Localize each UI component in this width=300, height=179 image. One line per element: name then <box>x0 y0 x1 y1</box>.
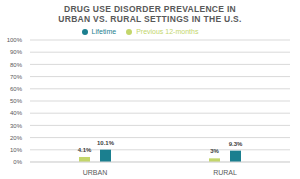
svg-text:RURAL: RURAL <box>213 169 237 176</box>
svg-text:30%: 30% <box>10 123 23 129</box>
svg-text:20%: 20% <box>10 135 23 141</box>
svg-text:50%: 50% <box>10 98 23 104</box>
svg-text:70%: 70% <box>10 74 23 80</box>
svg-text:90%: 90% <box>10 49 23 55</box>
svg-text:URBAN: URBAN <box>83 169 108 176</box>
svg-text:9.3%: 9.3% <box>229 141 243 147</box>
html-text:Lifetime: Lifetime <box>91 28 117 35</box>
svg-text:4.1%: 4.1% <box>78 147 92 153</box>
html-text:Previous 12-months: Previous 12-months <box>136 28 199 35</box>
svg-text:80%: 80% <box>10 62 23 68</box>
svg-text:40%: 40% <box>10 110 23 116</box>
svg-text:60%: 60% <box>10 86 23 92</box>
svg-text:0%: 0% <box>13 159 22 165</box>
html-text:DRUG USE DISORDER PREVALENCE I: DRUG USE DISORDER PREVALENCE IN URBAN VS… <box>58 4 242 24</box>
svg-text:10%: 10% <box>10 147 23 153</box>
svg-text:10.1%: 10.1% <box>97 140 115 146</box>
svg-text:3%: 3% <box>210 148 219 154</box>
svg-text:100%: 100% <box>8 37 23 43</box>
